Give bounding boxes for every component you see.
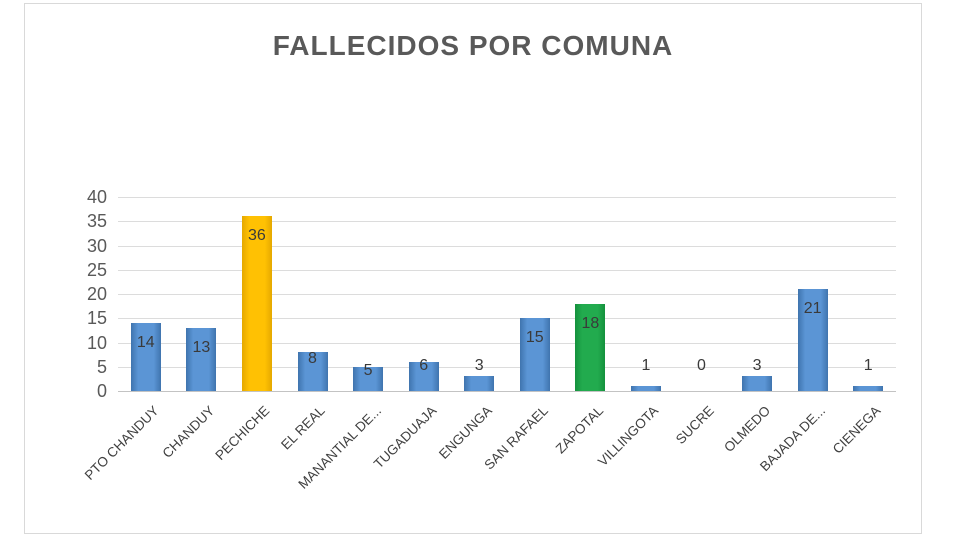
bar-value-label: 3 [474, 357, 484, 374]
y-axis-tick-label: 20 [86, 284, 107, 304]
gridline [118, 294, 896, 295]
y-axis-tick-label: 0 [96, 381, 107, 401]
gridline [118, 245, 896, 247]
gridline [118, 269, 896, 271]
x-axis-category-label: EL REAL [278, 403, 329, 453]
x-axis-category-label: ENGUNGA [435, 403, 495, 462]
bar-chanduy [186, 327, 217, 391]
gridline [118, 366, 896, 368]
bar-zapotal [575, 303, 606, 391]
gridline [118, 342, 896, 344]
y-axis-tick-label: 30 [86, 235, 107, 256]
y-axis-tick-label: 15 [86, 308, 107, 329]
bar-value-label: 1 [641, 357, 651, 374]
bar-manantial-de [353, 366, 384, 391]
bar-value-label: 21 [803, 300, 822, 318]
x-axis-category-label: OLMEDO [720, 403, 773, 455]
bar-villingota [630, 386, 661, 391]
bar-chart: FALLECIDOS POR COMUNA 0 5 10 15 20 25 30 35 40 14… [24, 3, 922, 534]
bar-value-label: 5 [363, 361, 373, 379]
x-axis-category-label: SUCRE [673, 403, 718, 448]
bar-value-label: 15 [525, 329, 544, 347]
bar-value-label: 1 [863, 357, 873, 374]
bar-value-label: 3 [752, 357, 762, 374]
bar-engunga [464, 376, 495, 391]
bar-value-label: 8 [308, 350, 317, 368]
bar-value-label: 6 [419, 356, 429, 374]
bar-value-label: 0 [697, 357, 706, 374]
bar-value-label: 14 [136, 334, 155, 352]
bar-el-real [297, 352, 328, 391]
bar-bajada-de [797, 289, 828, 391]
bar-tugaduaja [408, 361, 439, 391]
gridline [118, 318, 896, 320]
x-axis-category-label: CIENEGA [830, 403, 884, 457]
gridline [118, 197, 896, 198]
x-axis-category-label: PTO CHANDUY [81, 403, 162, 483]
x-axis-category-label: PECHICHE [212, 403, 273, 463]
y-axis-tick-label: 25 [86, 259, 107, 280]
bar-value-label: 13 [192, 338, 211, 356]
y-axis-tick-label: 10 [86, 332, 107, 353]
bar-value-label: 18 [581, 314, 600, 332]
y-axis-tick-label: 5 [96, 356, 107, 377]
x-axis-line [118, 391, 896, 392]
x-axis-category-label: CHANDUY [159, 403, 217, 461]
bar-olmedo [742, 376, 773, 391]
bar-pto-chanduy [130, 323, 161, 391]
x-axis-category-label: ZAPOTAL [552, 403, 606, 457]
bar-value-label: 36 [248, 227, 266, 245]
bar-san-rafael [519, 318, 550, 391]
bar-pechiche [241, 216, 272, 391]
y-axis-tick-label: 35 [86, 211, 107, 232]
y-axis-tick-label: 40 [86, 187, 107, 207]
gridline [118, 221, 896, 223]
bar-cienega [853, 386, 884, 391]
chart-title: FALLECIDOS POR COMUNA [272, 30, 674, 61]
